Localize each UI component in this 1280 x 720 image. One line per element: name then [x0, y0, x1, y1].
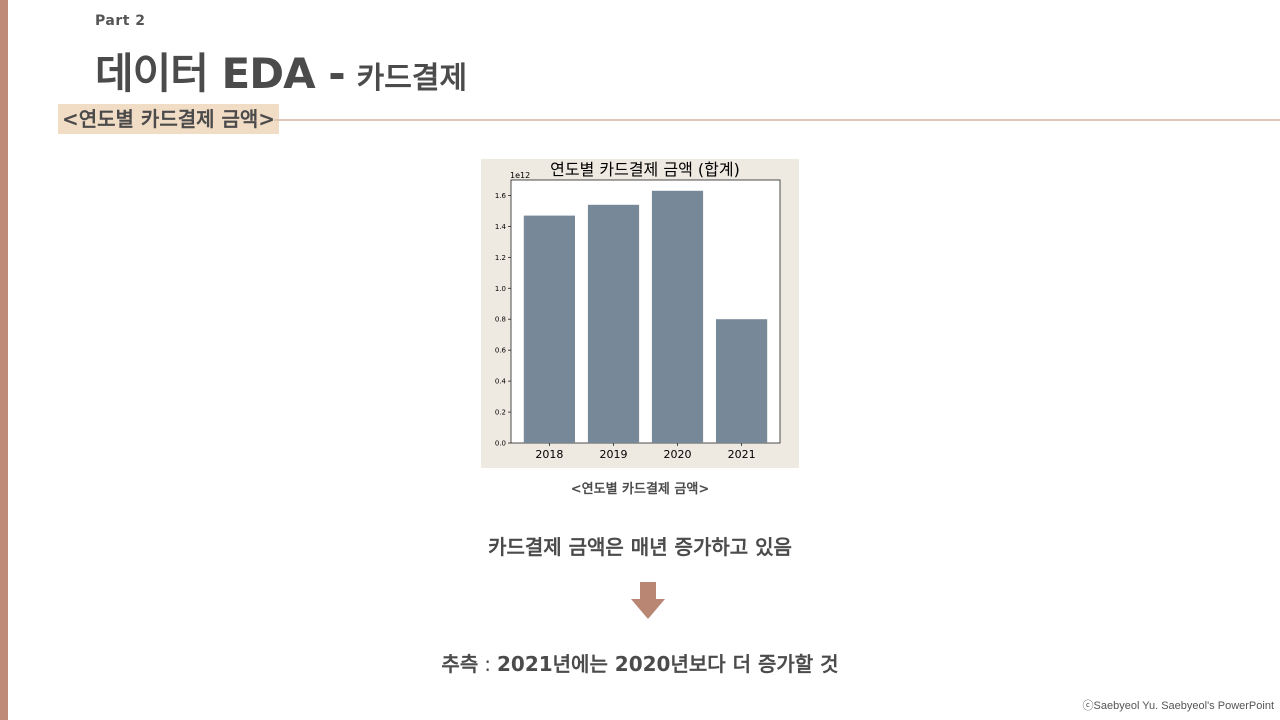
y-tick-label-6: 1.2 — [495, 254, 506, 262]
y-tick-label-1: 0.2 — [495, 409, 506, 417]
x-tick-label-2020: 2020 — [664, 448, 692, 461]
y-tick-label-2: 0.4 — [495, 378, 507, 386]
y-tick-label-3: 0.6 — [495, 347, 507, 355]
y-tick-label-7: 1.4 — [495, 223, 507, 231]
section-tag: <연도별 카드결제 금액> — [58, 104, 280, 134]
bar-chart: 연도별 카드결제 금액 (합계) 1e12 0.0 0.2 0.4 0.6 0.8 1.0… — [495, 160, 781, 461]
x-tick-label-2021: 2021 — [728, 448, 756, 461]
x-tick-label-2018: 2018 — [535, 448, 563, 461]
conclusion-separator: : — [484, 652, 491, 676]
y-tick-label-0: 0.0 — [495, 440, 506, 448]
left-accent-bar — [0, 0, 8, 720]
x-tick-label-2019: 2019 — [600, 448, 628, 461]
conclusion: 추측:2021년에는 2020년보다 더 증가할 것 — [0, 648, 1280, 677]
conclusion-text: 2021년에는 2020년보다 더 증가할 것 — [496, 652, 839, 676]
y-tick-label-8: 1.6 — [495, 192, 507, 200]
y-scale-label: 1e12 — [510, 171, 530, 180]
y-tick-label-4: 0.8 — [495, 316, 506, 324]
bar-2019 — [587, 204, 640, 443]
y-axis: 0.0 0.2 0.4 0.6 0.8 1.0 1.2 1.4 1.6 — [495, 192, 511, 448]
y-tick-label-5: 1.0 — [495, 285, 506, 293]
copyright: ⓒSaebyeol Yu. Saebyeol's PowerPoint — [1082, 700, 1274, 712]
chart-panel: 연도별 카드결제 금액 (합계) 1e12 0.0 0.2 0.4 0.6 0.8 1.0… — [481, 159, 799, 468]
page-title: 데이터 EDA - 카드결제 — [95, 40, 467, 101]
part-label: Part 2 — [95, 13, 146, 29]
chart-title: 연도별 카드결제 금액 (합계) — [550, 160, 740, 179]
title-sub: 카드결제 — [356, 61, 468, 96]
x-axis: 2018 2019 2020 2021 — [535, 443, 756, 461]
statement-text: 카드결제 금액은 매년 증가하고 있음 — [488, 535, 792, 559]
title-main: 데이터 EDA - — [95, 49, 346, 98]
bars-group — [523, 190, 768, 443]
conclusion-label: 추측 — [441, 652, 479, 676]
section-divider — [274, 119, 1280, 121]
bar-2021 — [716, 319, 768, 443]
bar-2020 — [651, 190, 704, 443]
chart-caption: <연도별 카드결제 금액> — [570, 482, 710, 497]
down-arrow-icon — [631, 582, 665, 619]
bar-2018 — [523, 215, 575, 443]
